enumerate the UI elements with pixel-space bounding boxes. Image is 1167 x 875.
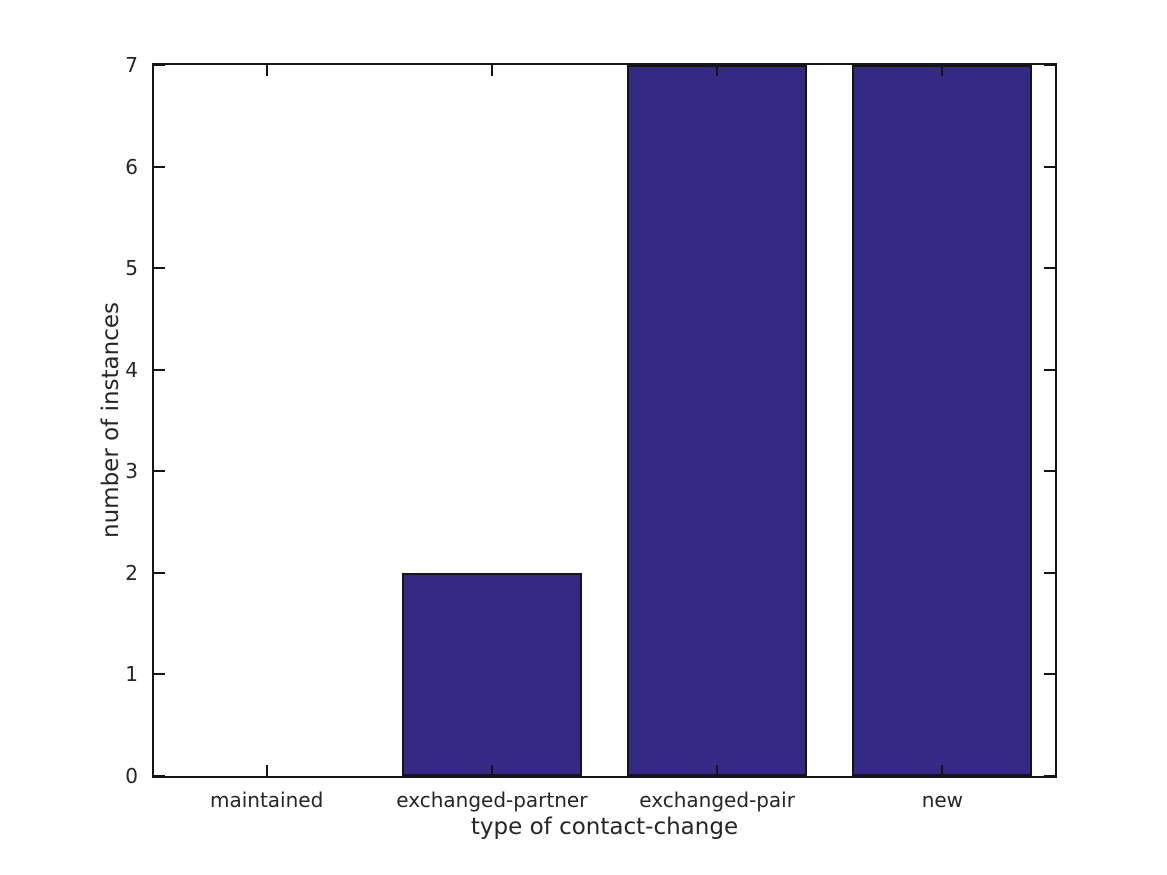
x-tick-top: [265, 65, 268, 76]
x-tick-label: exchanged-partner: [396, 788, 588, 812]
y-tick-right: [1044, 368, 1055, 371]
x-tick-label: maintained: [209, 788, 324, 812]
y-tick-right: [1044, 267, 1055, 270]
bar-exchanged-partner: [401, 572, 582, 776]
x-tick-top: [941, 65, 944, 76]
y-axis-label: number of instances: [98, 302, 124, 538]
x-tick-label: exchanged-pair: [639, 788, 795, 812]
y-tick-label: 1: [125, 662, 138, 687]
y-tick: [154, 571, 165, 574]
y-tick-right: [1044, 165, 1055, 168]
y-tick: [154, 673, 165, 676]
y-tick: [154, 165, 165, 168]
y-tick-right: [1044, 64, 1055, 66]
y-tick-label: 6: [125, 154, 138, 179]
y-tick: [154, 64, 165, 66]
x-tick-label: new: [921, 788, 964, 812]
y-tick: [154, 368, 165, 371]
bar-exchanged-pair: [627, 65, 808, 776]
plot-area: [152, 63, 1057, 778]
x-tick: [490, 765, 493, 776]
y-tick-label: 3: [125, 459, 138, 484]
y-tick-right: [1044, 775, 1055, 777]
y-tick-label: 2: [125, 560, 138, 585]
x-tick: [941, 765, 944, 776]
y-tick-label: 0: [125, 764, 138, 788]
bar-new: [852, 65, 1033, 776]
x-axis-label: type of contact-change: [470, 814, 739, 840]
y-tick-right: [1044, 571, 1055, 574]
y-tick: [154, 267, 165, 270]
y-tick-label: 5: [125, 256, 138, 281]
y-tick-right: [1044, 673, 1055, 676]
y-tick-right: [1044, 470, 1055, 473]
y-tick-label: 7: [125, 53, 138, 77]
y-tick-label: 4: [125, 357, 138, 382]
x-tick: [716, 765, 719, 776]
x-tick-top: [716, 65, 719, 76]
y-tick: [154, 775, 165, 777]
x-tick: [265, 765, 268, 776]
x-tick-top: [490, 65, 493, 76]
y-tick: [154, 470, 165, 473]
